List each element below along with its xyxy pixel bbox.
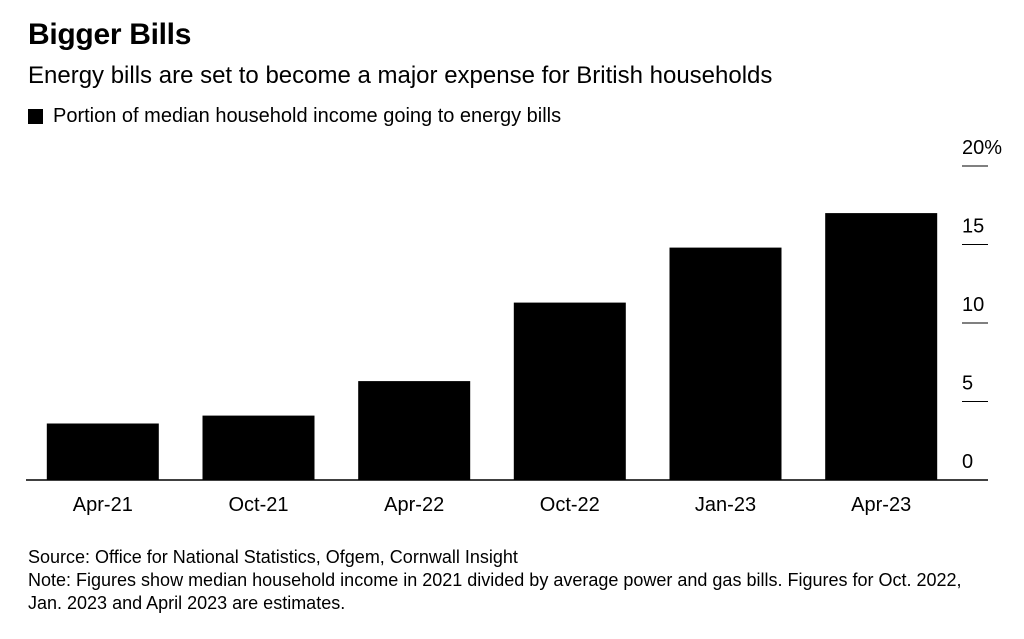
y-tick-label: 0 — [962, 451, 973, 473]
y-tick-label: 20% — [962, 137, 1002, 159]
bar-jan-23 — [669, 247, 782, 480]
x-tick-label: Apr-21 — [73, 494, 133, 516]
x-tick-label: Apr-23 — [851, 494, 911, 516]
y-tick-label: 15 — [962, 216, 984, 238]
bar-chart: Apr-21 Oct-21 Apr-22 Oct-22 Jan-23 Apr-23 0 5 10… — [26, 137, 1002, 516]
methodology-note: Note: Figures show median household inco… — [28, 570, 962, 613]
footer: Source: Office for National Statistics, … — [28, 546, 998, 615]
x-tick-label: Apr-22 — [384, 494, 444, 516]
bar-oct-22 — [513, 302, 626, 480]
x-tick-label: Oct-22 — [540, 494, 600, 516]
x-tick-label: Oct-21 — [228, 494, 288, 516]
y-tick-label: 10 — [962, 294, 984, 316]
legend-label: Portion of median household income going… — [53, 105, 562, 127]
bar-oct-21 — [202, 415, 315, 480]
bar-apr-22 — [358, 381, 471, 480]
bar-apr-23 — [825, 213, 938, 480]
x-tick-label: Jan-23 — [695, 494, 756, 516]
legend: Portion of median household income going… — [28, 105, 561, 128]
y-tick-label: 5 — [962, 373, 973, 395]
legend-swatch — [28, 109, 43, 124]
source-note: Source: Office for National Statistics, … — [28, 547, 518, 567]
chart-subtitle: Energy bills are set to become a major e… — [28, 62, 773, 89]
bar-apr-21 — [46, 423, 159, 480]
chart-title: Bigger Bills — [28, 18, 192, 51]
